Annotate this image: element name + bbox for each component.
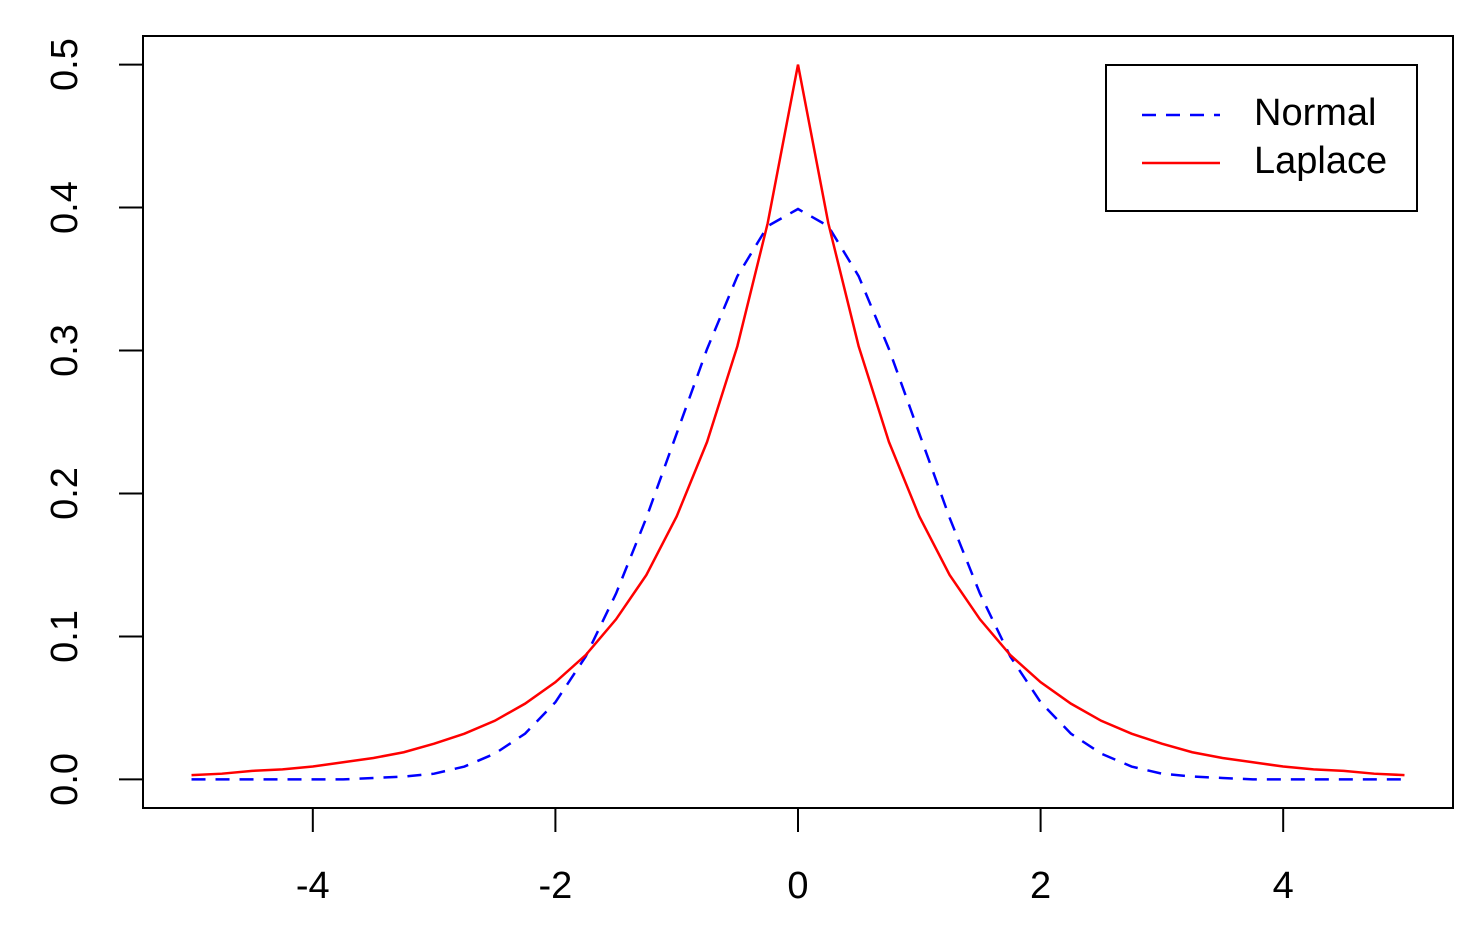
line-series <box>191 207 1405 781</box>
line-series <box>191 64 1405 777</box>
y-tick-label: 0.3 <box>44 324 86 377</box>
y-tick-label: 0.2 <box>44 467 86 520</box>
y-tick-label: 0.4 <box>44 181 86 234</box>
legend-label: Normal <box>1254 92 1376 134</box>
y-tick-label: 0.5 <box>44 38 86 91</box>
x-tick-label: 2 <box>1030 865 1051 907</box>
y-tick-label: 0.1 <box>44 610 86 663</box>
x-tick-label: -4 <box>296 865 330 907</box>
y-tick-label: 0.0 <box>44 753 86 806</box>
x-tick-label: 0 <box>787 865 808 907</box>
x-tick-label: 4 <box>1273 865 1294 907</box>
legend-box <box>1105 64 1418 212</box>
x-tick-label: -2 <box>539 865 573 907</box>
legend-label: Laplace <box>1254 140 1387 182</box>
